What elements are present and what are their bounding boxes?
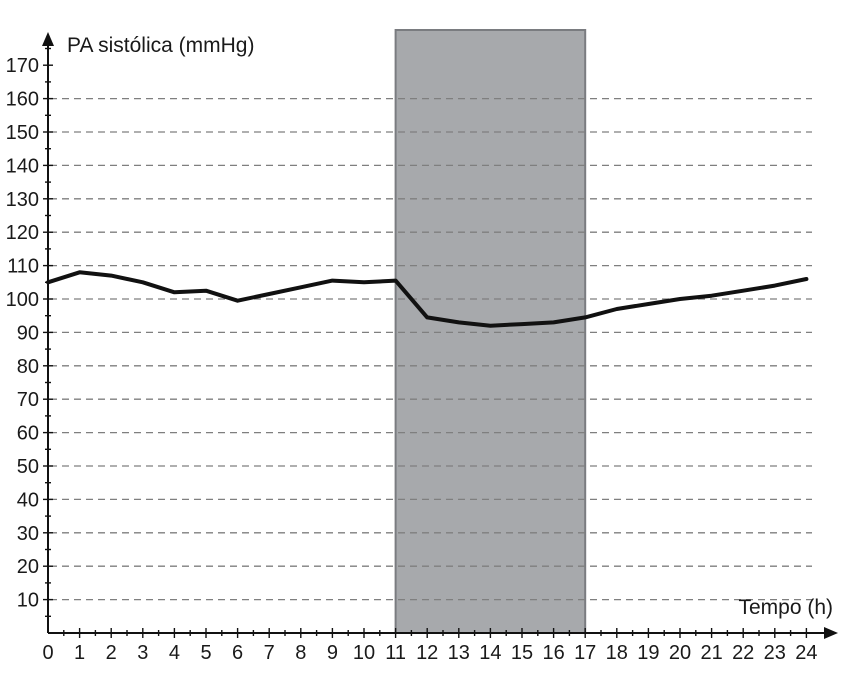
x-tick-label: 16	[542, 642, 564, 664]
y-axis-title: PA sistólica (mmHg)	[67, 34, 254, 57]
x-tick-label: 19	[637, 642, 659, 664]
y-tick-label: 70	[17, 389, 39, 411]
x-tick-label: 10	[353, 642, 375, 664]
x-tick-label: 7	[264, 642, 275, 664]
x-axis-title: Tempo (h)	[738, 596, 833, 619]
y-tick-label: 40	[17, 489, 39, 511]
y-tick-label: 170	[6, 55, 39, 77]
y-tick-label: 100	[6, 289, 39, 311]
y-tick-label: 80	[17, 356, 39, 378]
x-tick-label: 1	[74, 642, 85, 664]
x-tick-label: 17	[574, 642, 596, 664]
x-tick-label: 20	[669, 642, 691, 664]
shaded-region-layer	[396, 30, 586, 633]
y-tick-label: 110	[7, 256, 39, 278]
y-tick-label: 140	[6, 155, 39, 177]
y-tick-label: 50	[17, 456, 39, 478]
y-tick-label: 20	[17, 556, 39, 578]
y-tick-label: 30	[17, 523, 39, 545]
x-tick-label: 9	[327, 642, 338, 664]
x-tick-label: 14	[479, 642, 501, 664]
x-tick-label: 21	[700, 642, 722, 664]
x-tick-label: 2	[106, 642, 117, 664]
x-tick-label: 6	[232, 642, 243, 664]
x-tick-label: 22	[732, 642, 754, 664]
x-tick-label: 23	[764, 642, 786, 664]
y-tick-label: 120	[6, 222, 39, 244]
y-tick-label: 150	[6, 122, 39, 144]
y-tick-label: 90	[17, 322, 39, 344]
y-tick-label: 160	[6, 89, 39, 111]
x-tick-label: 24	[795, 642, 817, 664]
x-tick-label: 13	[448, 642, 470, 664]
x-tick-label: 15	[511, 642, 533, 664]
x-tick-label: 4	[169, 642, 180, 664]
x-tick-label: 3	[137, 642, 148, 664]
x-tick-label: 5	[200, 642, 211, 664]
y-axis-arrow-icon	[42, 32, 54, 46]
x-tick-label: 8	[295, 642, 306, 664]
x-axis-arrow-icon	[824, 627, 838, 639]
x-tick-label: 11	[385, 642, 406, 664]
y-tick-label: 130	[6, 189, 39, 211]
shaded-region	[396, 30, 586, 633]
x-tick-label: 18	[606, 642, 628, 664]
x-tick-label: 12	[416, 642, 438, 664]
x-tick-label: 0	[42, 642, 53, 664]
y-tick-label: 60	[17, 423, 39, 445]
y-tick-label: 10	[17, 590, 39, 612]
